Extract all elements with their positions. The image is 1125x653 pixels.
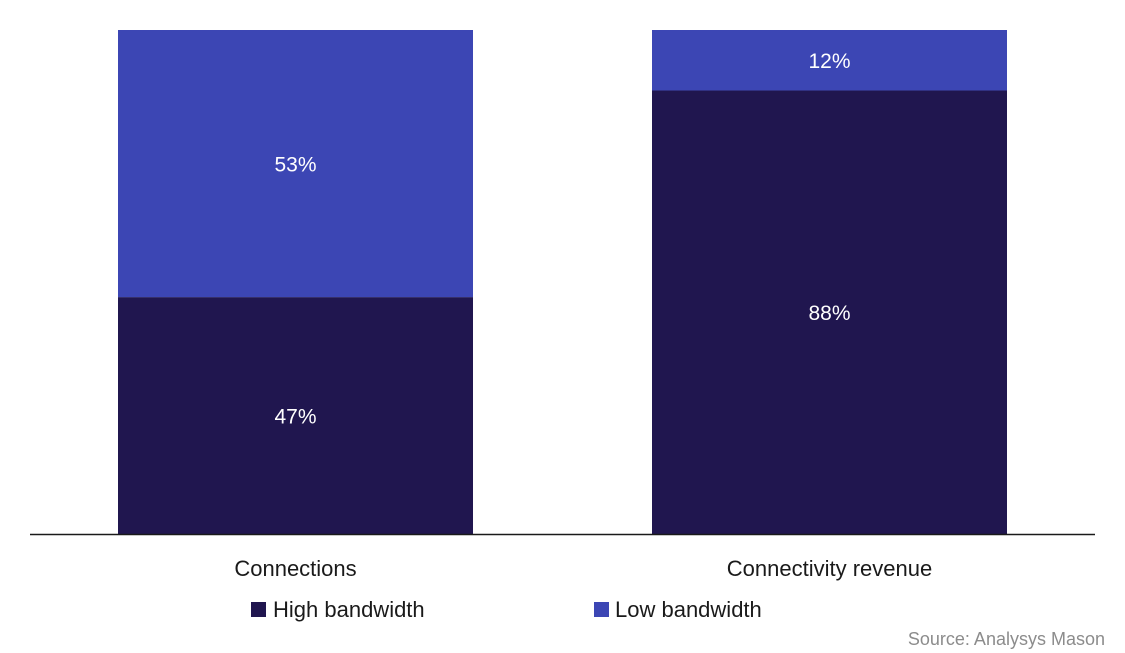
data-label: 88% (808, 302, 850, 325)
legend-label: Low bandwidth (615, 597, 762, 622)
category-labels-layer: Connections Connectivity revenue (234, 556, 932, 581)
data-label: 53% (274, 154, 316, 177)
bar-connections-high (118, 297, 473, 534)
data-labels-layer: 47% 53% 88% 12% (274, 50, 850, 428)
bar-connectivity-revenue-high (652, 90, 1007, 534)
source-note: Source: Analysys Mason (908, 629, 1105, 649)
data-label: 12% (808, 50, 850, 73)
bars-layer (118, 30, 1007, 534)
legend: High bandwidth Low bandwidth (251, 597, 762, 622)
bar-connectivity-revenue-low (652, 30, 1007, 91)
category-label: Connections (234, 556, 356, 581)
category-label: Connectivity revenue (727, 556, 932, 581)
bar-connections-low (118, 30, 473, 298)
legend-swatch-low (594, 602, 609, 617)
legend-label: High bandwidth (273, 597, 425, 622)
legend-swatch-high (251, 602, 266, 617)
data-label: 47% (274, 406, 316, 429)
